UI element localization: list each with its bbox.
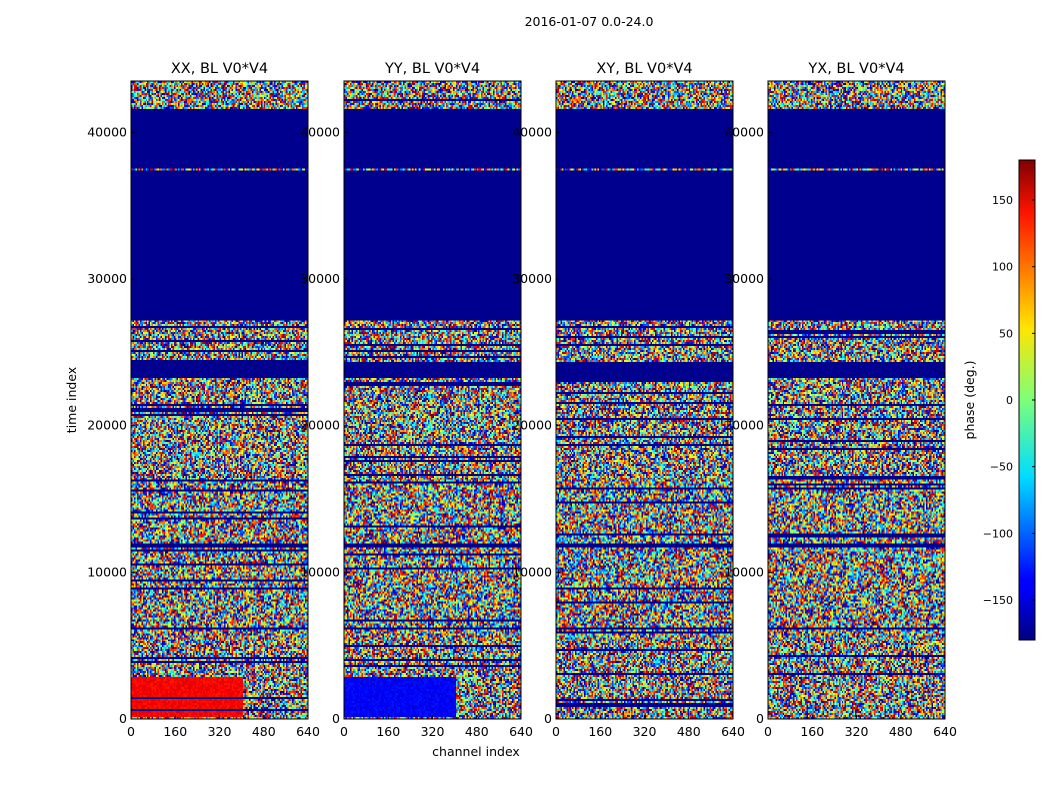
y-tick-label: 0 <box>332 711 340 726</box>
x-tick-label: 0 <box>764 724 772 739</box>
heatmap-xy <box>556 81 733 719</box>
y-tick-label: 0 <box>544 711 552 726</box>
x-tick-label: 480 <box>677 724 701 739</box>
colorbar-tick-label: 150 <box>992 194 1013 207</box>
y-tick-label: 20000 <box>512 418 552 433</box>
colorbar-tick-label: 0 <box>1006 394 1013 407</box>
y-tick-label: 40000 <box>724 124 764 139</box>
x-tick-label: 640 <box>933 724 957 739</box>
x-tick-label: 480 <box>889 724 913 739</box>
y-tick-label: 30000 <box>512 271 552 286</box>
panel-title: XX, BL V0*V4 <box>171 61 268 77</box>
colorbar-tick-label: −50 <box>990 461 1013 474</box>
panels: XX, BL V0*V4 0 160 320 480 640 0 10000 20000 3000… <box>87 61 957 739</box>
y-tick-label: 0 <box>119 711 127 726</box>
x-tick-label: 640 <box>721 724 745 739</box>
y-tick-label: 10000 <box>87 564 127 579</box>
y-tick-label: 30000 <box>724 271 764 286</box>
x-tick-label: 0 <box>552 724 560 739</box>
colorbar-tick-label: 100 <box>992 261 1013 274</box>
y-tick-label: 0 <box>756 711 764 726</box>
y-tick-label: 10000 <box>512 564 552 579</box>
x-tick-label: 640 <box>296 724 320 739</box>
y-tick-label: 40000 <box>300 124 340 139</box>
x-tick-label: 320 <box>208 724 232 739</box>
x-tick-label: 640 <box>509 724 533 739</box>
panel-title: YX, BL V0*V4 <box>807 61 904 77</box>
heatmap-yy <box>344 81 521 719</box>
panel-yy: YY, BL V0*V4 0 160 320 480 640 0 10000 20000 3000… <box>300 61 533 739</box>
xlabel: channel index <box>432 744 520 759</box>
y-tick-label: 30000 <box>300 271 340 286</box>
y-tick-label: 40000 <box>87 124 127 139</box>
colorbar: −150 −100 −50 0 50 100 150 phase (deg.) <box>962 159 1036 641</box>
panel-xy: XY, BL V0*V4 0 160 320 480 640 0 10000 20000 3000… <box>512 61 745 739</box>
y-tick-label: 40000 <box>512 124 552 139</box>
y-tick-label: 20000 <box>724 418 764 433</box>
panel-title: YY, BL V0*V4 <box>384 61 480 77</box>
x-tick-label: 320 <box>845 724 869 739</box>
x-tick-label: 320 <box>633 724 657 739</box>
panel-xx: XX, BL V0*V4 0 160 320 480 640 0 10000 20000 3000… <box>87 61 320 739</box>
panel-title: XY, BL V0*V4 <box>596 61 692 77</box>
y-tick-label: 10000 <box>724 564 764 579</box>
y-tick-label: 20000 <box>300 418 340 433</box>
colorbar-ticks: −150 −100 −50 0 50 100 150 <box>983 194 1035 607</box>
colorbar-tick-label: −100 <box>983 527 1013 540</box>
suptitle: 2016-01-07 0.0-24.0 <box>525 14 654 29</box>
x-tick-label: 0 <box>127 724 135 739</box>
colorbar-tick-label: −150 <box>983 594 1013 607</box>
x-tick-label: 480 <box>465 724 489 739</box>
colorbar-tick-label: 50 <box>999 327 1013 340</box>
x-tick-label: 160 <box>163 724 187 739</box>
y-tick-label: 10000 <box>300 564 340 579</box>
panel-yx: YX, BL V0*V4 0 160 320 480 640 0 10000 20000 3000… <box>724 61 957 739</box>
heatmap-yx <box>768 81 945 719</box>
ylabel: time index <box>64 367 79 433</box>
x-tick-label: 320 <box>421 724 445 739</box>
colorbar-label: phase (deg.) <box>962 361 977 440</box>
y-tick-label: 20000 <box>87 418 127 433</box>
x-tick-label: 160 <box>376 724 400 739</box>
y-tick-label: 30000 <box>87 271 127 286</box>
x-tick-label: 0 <box>340 724 348 739</box>
x-tick-label: 160 <box>800 724 824 739</box>
x-tick-label: 480 <box>252 724 276 739</box>
heatmap-xx <box>131 81 308 719</box>
x-tick-label: 160 <box>588 724 612 739</box>
